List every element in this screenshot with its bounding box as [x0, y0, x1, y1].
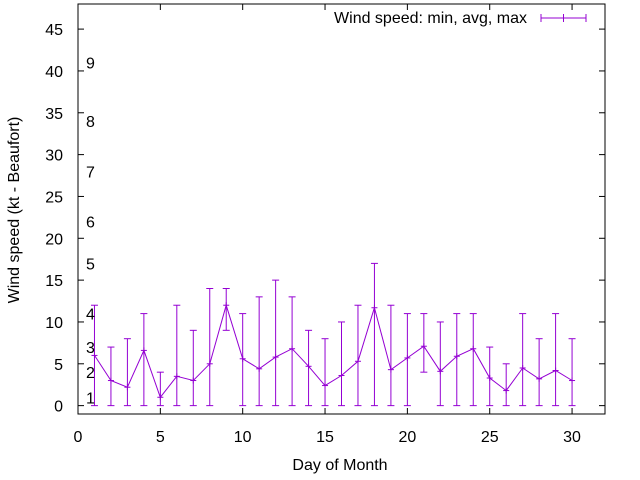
data-point [140, 347, 147, 354]
data-point [190, 377, 197, 384]
y-tick-label: 15 [45, 273, 63, 290]
beaufort-label: 4 [86, 307, 95, 324]
beaufort-label: 7 [86, 164, 95, 181]
x-tick-label: 15 [316, 429, 334, 446]
data-point [519, 364, 526, 371]
data-point [124, 384, 131, 391]
x-tick-label: 25 [481, 429, 499, 446]
legend: Wind speed: min, avg, max [334, 10, 587, 27]
data-point [91, 352, 98, 359]
y-axis-label: Wind speed (kt - Beaufort) [6, 117, 23, 304]
data-point [387, 366, 394, 373]
data-point [420, 343, 427, 350]
x-axis-label: Day of Month [292, 457, 387, 474]
beaufort-label: 1 [86, 390, 95, 407]
y-tick-label: 45 [45, 22, 63, 39]
data-point [536, 375, 543, 382]
data-point [173, 373, 180, 380]
data-point [371, 304, 378, 311]
plot-marks [90, 262, 576, 407]
avg-line [94, 303, 573, 399]
data-point [503, 387, 510, 394]
data-point [437, 368, 444, 375]
data-point [453, 353, 460, 360]
data-point [569, 377, 576, 384]
x-tick-label: 0 [74, 429, 83, 446]
data-point [470, 345, 477, 352]
y-tick-label: 40 [45, 64, 63, 81]
x-tick-label: 5 [156, 429, 165, 446]
data-point [206, 360, 213, 367]
y-tick-label: 20 [45, 231, 63, 248]
y-tick-label: 35 [45, 106, 63, 123]
beaufort-label: 6 [86, 215, 95, 232]
beaufort-label: 3 [86, 340, 95, 357]
data-point [486, 375, 493, 382]
x-tick-label: 30 [563, 429, 581, 446]
data-point [223, 302, 230, 309]
data-point [354, 358, 361, 365]
data-point [272, 354, 279, 361]
y-tick-label: 0 [54, 399, 63, 416]
plot-frame [77, 3, 606, 415]
data-point [289, 345, 296, 352]
data-point [404, 354, 411, 361]
legend-label: Wind speed: min, avg, max [334, 10, 527, 27]
y-tick-label: 10 [45, 315, 63, 332]
y-tick-label: 25 [45, 189, 63, 206]
data-point [256, 365, 263, 372]
x-tick-label: 10 [234, 429, 252, 446]
beaufort-label: 8 [86, 114, 95, 131]
beaufort-label: 2 [86, 365, 95, 382]
data-point [338, 372, 345, 379]
data-point [239, 355, 246, 362]
data-point [305, 363, 312, 370]
beaufort-label: 5 [86, 256, 95, 273]
beaufort-label: 9 [86, 56, 95, 73]
data-point [552, 367, 559, 374]
data-point [322, 382, 329, 389]
data-point [107, 377, 114, 384]
y-tick-label: 30 [45, 148, 63, 165]
data-point [157, 394, 164, 401]
y-tick-label: 5 [54, 357, 63, 374]
x-tick-label: 20 [398, 429, 416, 446]
